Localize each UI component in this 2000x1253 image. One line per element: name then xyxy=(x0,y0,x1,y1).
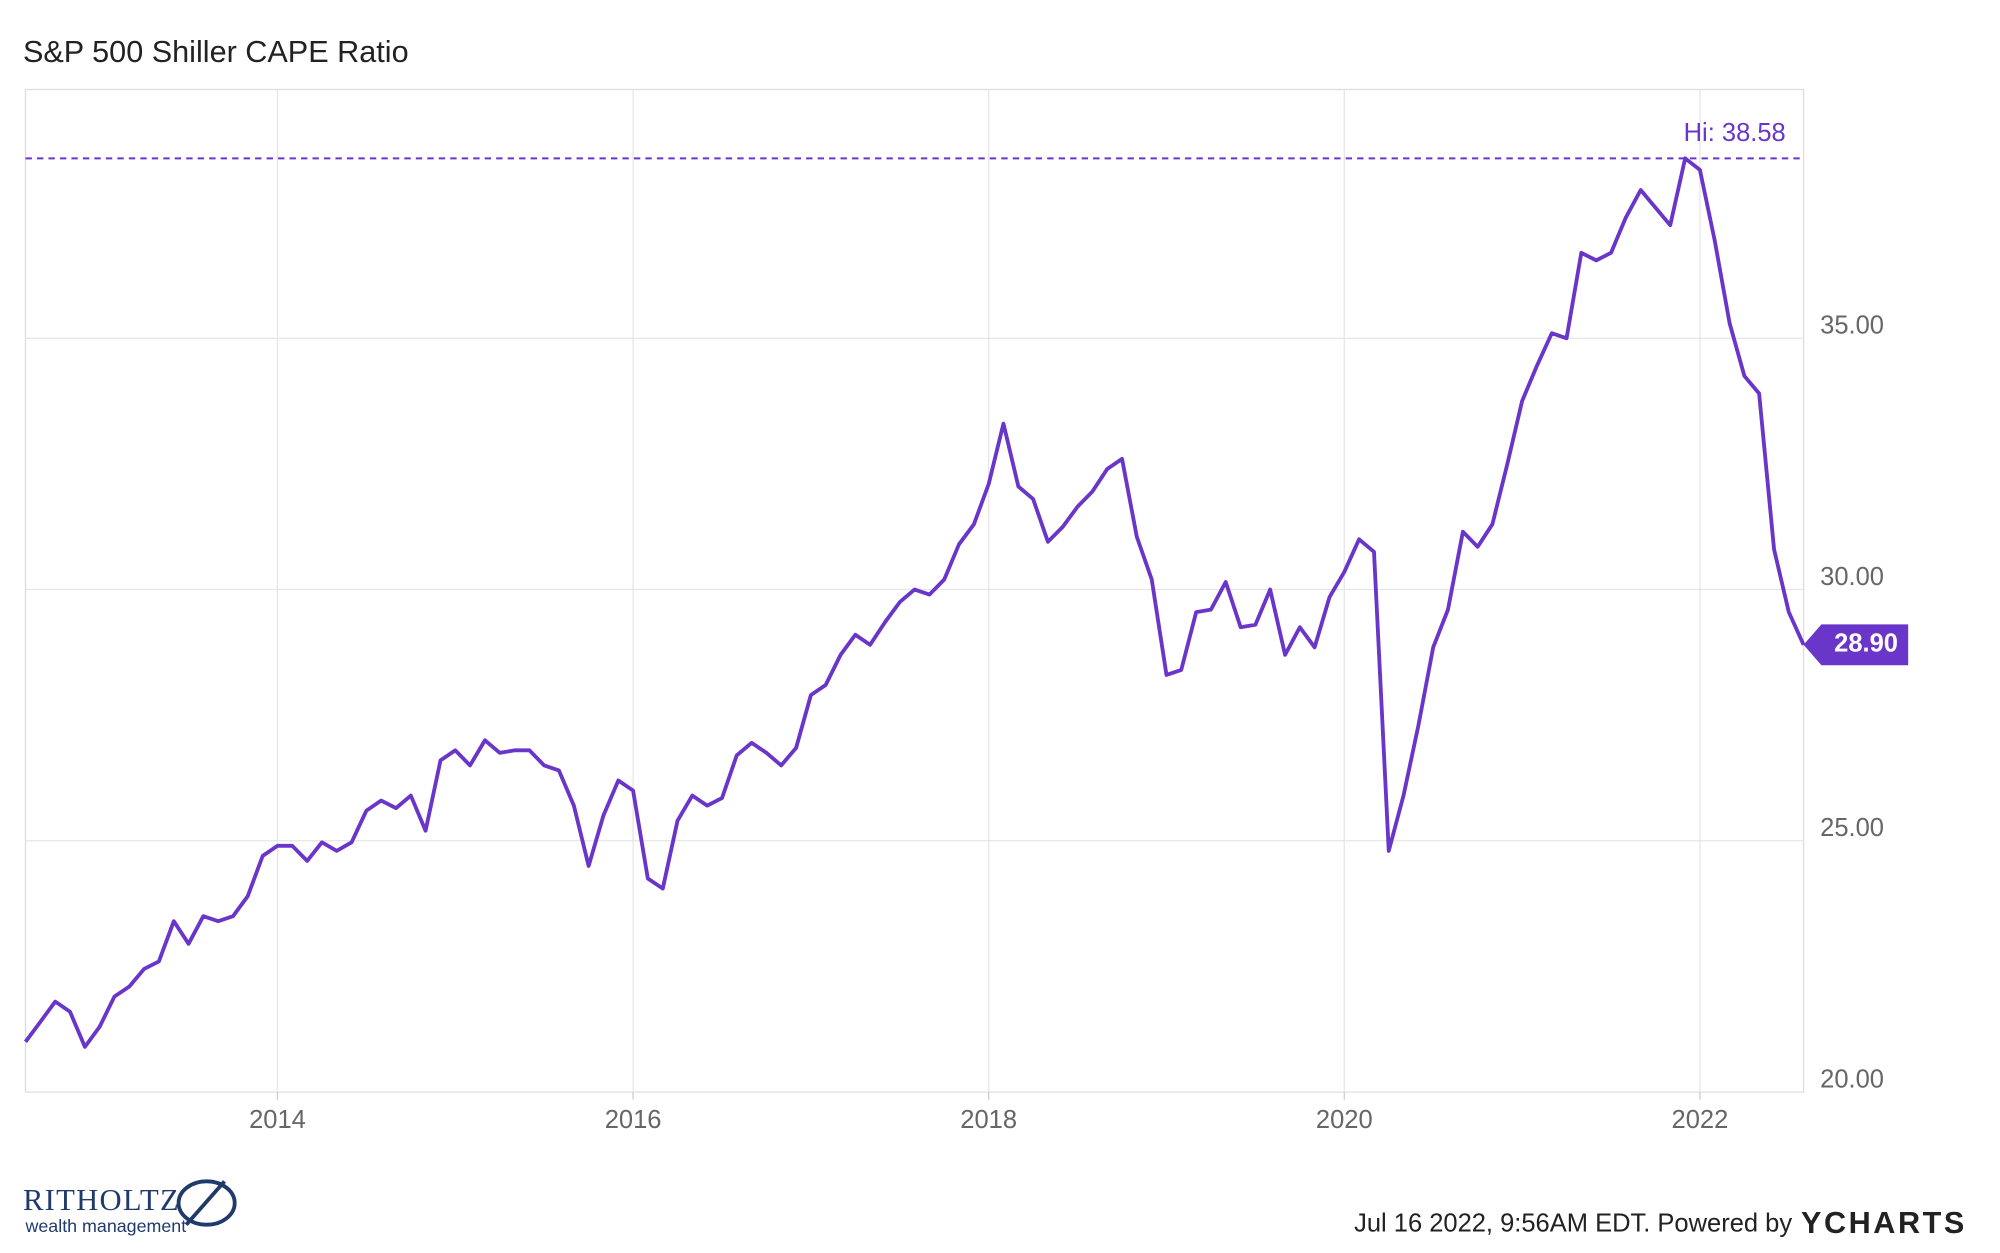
last-value-badge xyxy=(1803,624,1909,666)
logo-name: RITHOLTZ xyxy=(23,1183,180,1217)
x-tick-label: 2018 xyxy=(960,1106,1017,1134)
y-tick-label: 25.00 xyxy=(1820,814,1884,842)
ritholtz-logo: RITHOLTZ wealth management xyxy=(23,1179,237,1236)
y-tick-label: 35.00 xyxy=(1820,312,1884,340)
footer-timestamp: Jul 16 2022, 9:56AM EDT. Powered by xyxy=(1354,1209,1792,1237)
y-tick-label: 30.00 xyxy=(1820,563,1884,591)
x-tick-label: 2014 xyxy=(249,1106,306,1134)
x-tick-label: 2016 xyxy=(605,1106,662,1134)
last-value-label: 28.90 xyxy=(1834,630,1898,658)
logo-ring xyxy=(176,1179,237,1227)
chart-title: S&P 500 Shiller CAPE Ratio xyxy=(23,35,409,69)
hi-label: Hi: 38.58 xyxy=(1684,119,1786,147)
y-tick-label: 20.00 xyxy=(1820,1065,1884,1093)
series-line xyxy=(23,156,1806,1049)
x-tick-label: 2020 xyxy=(1316,1106,1373,1134)
footer-brand: YCHARTS xyxy=(1801,1206,1967,1240)
logo-stroke xyxy=(184,1180,226,1226)
logo-tagline: wealth management xyxy=(25,1216,187,1236)
x-tick-label: 2022 xyxy=(1672,1106,1729,1134)
